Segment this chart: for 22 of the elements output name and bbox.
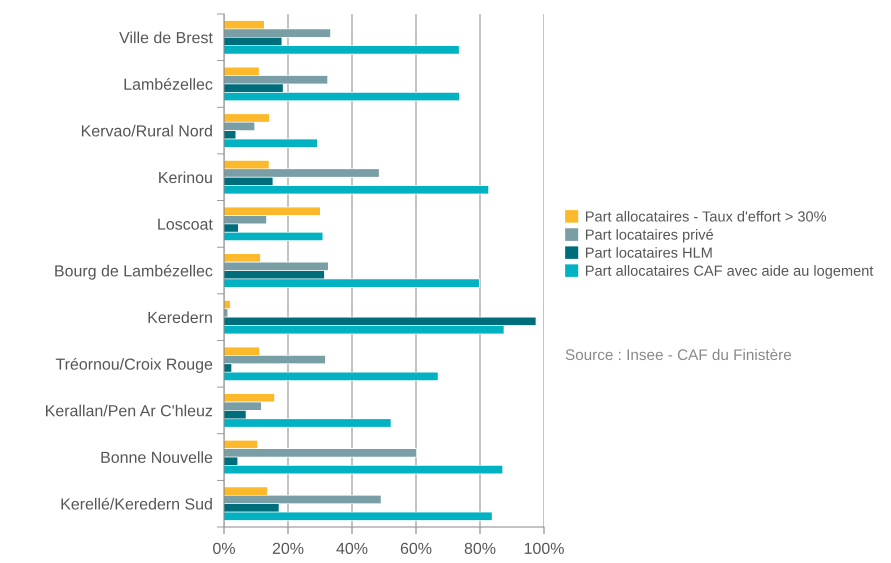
y-tick-label: Lambézellec [124,78,212,90]
x-tick-label: 60% [400,542,432,554]
y-tick-label: Keredern [148,311,212,324]
x-tick-label: 100% [524,542,564,554]
legend-label: Part allocataires - Taux d'effort > 30% [586,210,826,222]
y-tick-label: Kerinou [159,171,212,184]
x-tick-label: 0% [213,542,235,554]
legend-label: Part allocataires CAF avec aide au logement [586,265,874,279]
y-tick-label: Kerellé/Keredern Sud [61,498,212,510]
y-tick-label: Kervao/Rural Nord [82,124,212,137]
y-tick-label: Tréornou/Croix Rouge [56,358,212,373]
legend-label: Part locataires HLM [586,247,712,258]
x-tick-label: 80% [464,542,496,554]
y-tick-label: Ville de Brest [119,32,213,44]
y-tick-label: Bourg de Lambézellec [55,264,212,280]
legend-label: Part locataires privé [586,228,714,243]
y-tick-label: Bonne Nouvelle [101,451,212,463]
source-note: Source : Insee - CAF du Finistère [566,348,792,360]
x-tick-label: 20% [272,542,304,554]
y-tick-label: Loscoat [158,218,213,230]
y-tick-label: Kerallan/Pen Ar C'hleuz [46,404,212,416]
x-tick-label: 40% [336,542,368,554]
